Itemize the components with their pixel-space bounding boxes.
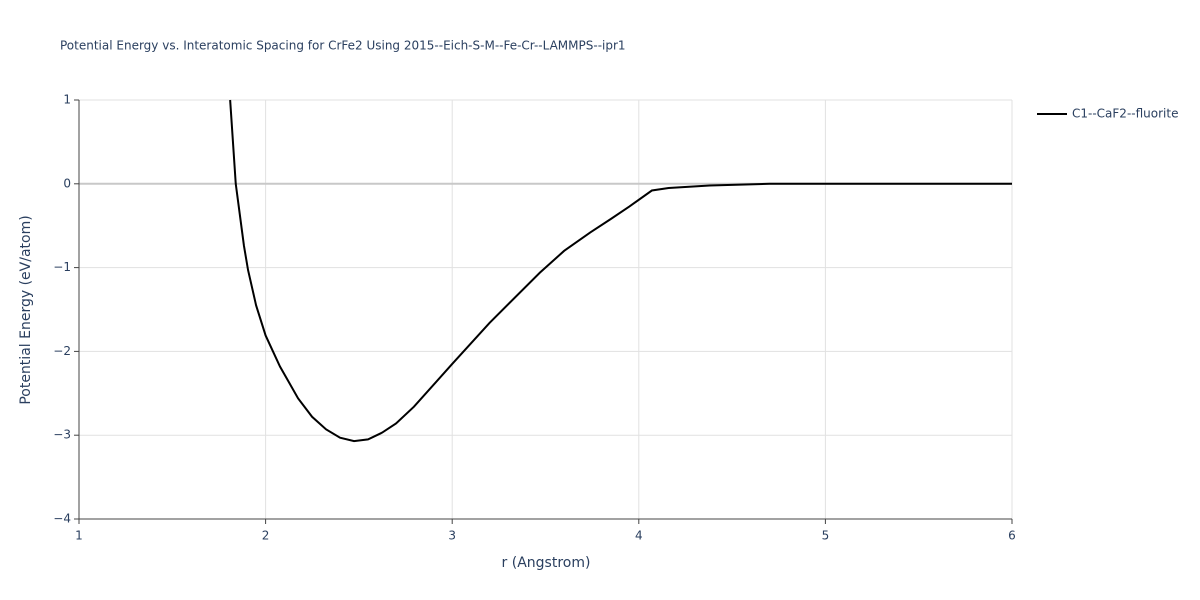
series-line: [229, 99, 1012, 443]
x-tick-label: 4: [635, 529, 643, 543]
x-tick-label: 5: [822, 529, 830, 543]
x-tick-label: 1: [75, 529, 83, 543]
y-tick-label: −4: [53, 512, 71, 526]
y-tick-label: 0: [63, 176, 71, 190]
x-axis-label: r (Angstrom): [502, 555, 591, 571]
y-tick-label: −3: [53, 428, 71, 442]
y-tick-label: −2: [53, 344, 71, 358]
chart-title: Potential Energy vs. Interatomic Spacing…: [60, 39, 626, 53]
x-tick-label: 2: [262, 529, 270, 543]
x-tick-label: 6: [1008, 529, 1016, 543]
x-tick-label: 3: [448, 529, 456, 543]
legend-label: C1--CaF2--fluorite: [1072, 107, 1178, 121]
y-tick-label: 1: [63, 93, 71, 107]
y-tick-label: −1: [53, 260, 71, 274]
y-axis-label: Potential Energy (eV/atom): [18, 215, 34, 404]
